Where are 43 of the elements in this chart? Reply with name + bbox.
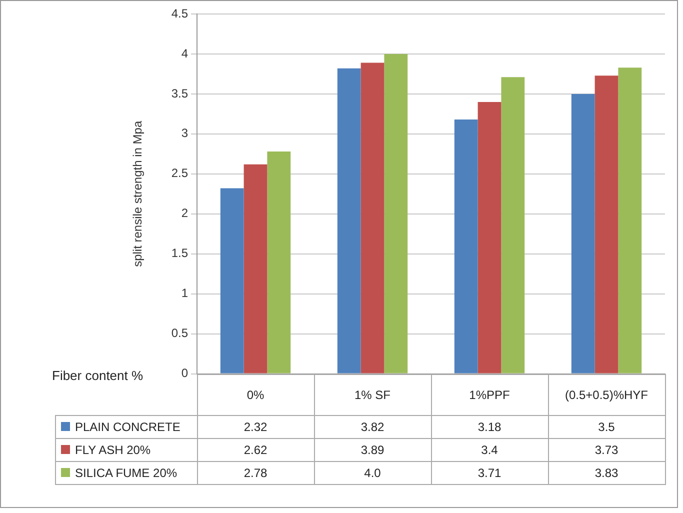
y-tick-label: 0 xyxy=(181,366,188,380)
bar xyxy=(594,76,618,374)
bar xyxy=(244,164,268,374)
bar xyxy=(618,68,642,374)
data-label: 2.78 xyxy=(197,461,314,484)
data-label: 3.82 xyxy=(314,415,431,438)
data-label: 4.0 xyxy=(314,461,431,484)
legend-label: PLAIN CONCRETE xyxy=(56,415,197,438)
x-tick-label: (0.5+0.5)%HYF xyxy=(548,374,665,416)
data-label: 3.4 xyxy=(431,438,548,462)
x-axis-title: Fiber content % xyxy=(52,368,144,383)
legend-label: SILICA FUME 20% xyxy=(56,461,197,484)
y-tick-label: 4.5 xyxy=(171,6,188,20)
y-tick-label: 0.5 xyxy=(171,326,188,340)
bar xyxy=(267,152,291,374)
bar xyxy=(454,120,478,374)
y-tick-label: 4 xyxy=(181,46,188,60)
data-label: 3.5 xyxy=(548,415,665,438)
bar xyxy=(220,188,244,374)
y-tick-label: 2 xyxy=(181,206,188,220)
bar xyxy=(337,68,361,374)
y-tick-label: 1 xyxy=(181,286,188,300)
x-tick-label: 1% SF xyxy=(314,374,431,416)
bar xyxy=(571,94,595,374)
data-label: 3.89 xyxy=(314,438,431,462)
y-axis-title: split rensile strength in Mpa xyxy=(130,120,145,267)
bar xyxy=(384,54,408,374)
y-tick-label: 1.5 xyxy=(171,246,188,260)
data-label: 2.62 xyxy=(197,438,314,462)
data-label: 3.18 xyxy=(431,415,548,438)
bar xyxy=(501,77,525,374)
data-label: 3.71 xyxy=(431,461,548,484)
x-tick-label: 1%PPF xyxy=(431,374,548,416)
bar xyxy=(360,62,384,374)
data-label: 2.32 xyxy=(197,415,314,438)
y-tick-label: 2.5 xyxy=(171,166,188,180)
y-tick-label: 3.5 xyxy=(171,86,188,100)
data-label: 3.73 xyxy=(548,438,665,462)
bar xyxy=(478,102,502,374)
legend-label: FLY ASH 20% xyxy=(56,438,197,462)
data-label: 3.83 xyxy=(548,461,665,484)
y-tick-label: 3 xyxy=(181,126,188,140)
x-tick-label: 0% xyxy=(197,374,314,416)
